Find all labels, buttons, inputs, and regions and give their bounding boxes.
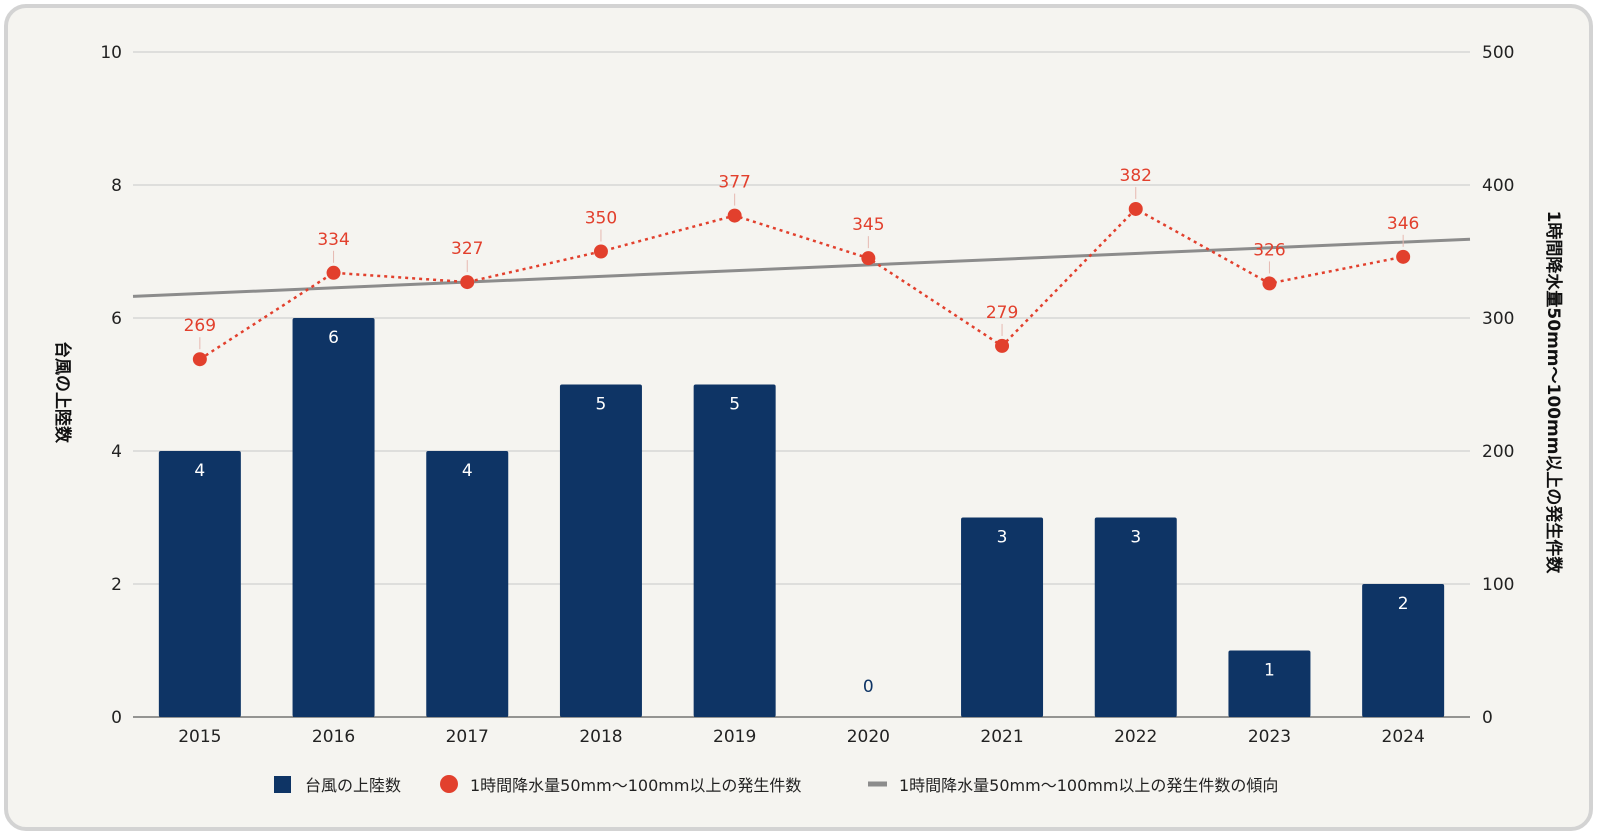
line-point (1396, 249, 1411, 264)
bar (1228, 650, 1311, 717)
right-tick-label: 400 (1482, 176, 1514, 196)
legend-swatch-dots (440, 775, 458, 793)
point-value-label: 334 (317, 230, 349, 250)
bar-series: 4 6 4 5 5 0 3 3 1 2 (158, 318, 1445, 717)
trend-series (132, 237, 1471, 298)
line-point (1262, 276, 1277, 291)
x-tick-label: 2024 (1382, 727, 1425, 747)
right-tick-label: 0 (1482, 708, 1493, 728)
left-tick-label: 4 (111, 442, 122, 462)
left-axis-ticks: 0 2 4 6 8 10 (100, 43, 122, 728)
x-tick-label: 2017 (446, 727, 489, 747)
line-path (199, 207, 1404, 361)
bar-value-label: 2 (1398, 594, 1409, 614)
point-value-label: 382 (1120, 166, 1152, 186)
line-point (460, 275, 475, 290)
x-tick-label: 2023 (1248, 727, 1291, 747)
line-series: 269 334 327 350 377 345 279 382 326 346 (184, 166, 1419, 367)
x-tick-label: 2015 (178, 727, 221, 747)
line-point (995, 338, 1010, 353)
x-tick-label: 2021 (980, 727, 1023, 747)
point-value-label: 345 (852, 215, 884, 235)
line-point (861, 251, 876, 266)
legend: 台風の上陸数 1時間降水量50mm～100mm以上の発生件数 1時間降水量50m… (274, 775, 1278, 795)
left-tick-label: 6 (111, 309, 122, 329)
trendline (132, 237, 1471, 298)
line-point (593, 244, 608, 259)
legend-label-bars: 台風の上陸数 (305, 776, 401, 795)
bar (158, 451, 241, 717)
line-point (192, 352, 207, 367)
point-value-label: 279 (986, 303, 1018, 323)
bar (426, 451, 509, 717)
left-axis-title: 台風の上陸数 (52, 341, 73, 444)
right-axis-ticks: 0 100 200 300 400 500 (1482, 43, 1514, 728)
line-point (727, 208, 742, 223)
legend-label-trend: 1時間降水量50mm～100mm以上の発生件数の傾向 (899, 776, 1278, 795)
point-value-label: 269 (184, 316, 216, 336)
bar-value-label: 3 (997, 528, 1008, 548)
bar (693, 384, 776, 717)
bar-value-label: 4 (194, 461, 205, 481)
x-tick-label: 2022 (1114, 727, 1157, 747)
bar (1094, 517, 1177, 717)
left-tick-label: 2 (111, 575, 122, 595)
point-value-label: 346 (1387, 214, 1419, 234)
x-tick-label: 2019 (713, 727, 756, 747)
left-tick-label: 8 (111, 176, 122, 196)
bar-value-label: 5 (596, 395, 607, 415)
x-tick-label: 2016 (312, 727, 355, 747)
legend-label-dots: 1時間降水量50mm～100mm以上の発生件数 (470, 776, 801, 795)
right-tick-label: 500 (1482, 43, 1514, 63)
right-axis-title: 1時間降水量50mm～100mm以上の発生件数 (1543, 211, 1564, 575)
right-tick-label: 100 (1482, 575, 1514, 595)
point-value-label: 350 (585, 209, 617, 229)
legend-swatch-bars (274, 776, 291, 793)
bar-value-label: 6 (328, 328, 339, 348)
bar (292, 318, 375, 717)
bar (559, 384, 642, 717)
bar-value-label: 5 (729, 395, 740, 415)
left-tick-label: 10 (100, 43, 122, 63)
bar-value-label: 4 (462, 461, 473, 481)
right-tick-label: 200 (1482, 442, 1514, 462)
line-point (326, 265, 341, 280)
line-point (1128, 201, 1143, 216)
point-value-label: 377 (718, 173, 750, 193)
point-value-label: 326 (1253, 240, 1285, 260)
bar-value-label: 3 (1130, 528, 1141, 548)
bar-value-label: 0 (863, 677, 874, 697)
chart-frame (4, 4, 1593, 831)
bar (961, 517, 1044, 717)
point-value-label: 327 (451, 239, 483, 259)
x-tick-label: 2018 (579, 727, 622, 747)
left-tick-label: 0 (111, 708, 122, 728)
x-axis-ticks: 2015 2016 2017 2018 2019 2020 2021 2022 2023 2024 (178, 727, 1425, 747)
bar-value-label: 1 (1264, 661, 1275, 681)
right-tick-label: 300 (1482, 309, 1514, 329)
bar (1362, 584, 1445, 717)
x-tick-label: 2020 (847, 727, 890, 747)
